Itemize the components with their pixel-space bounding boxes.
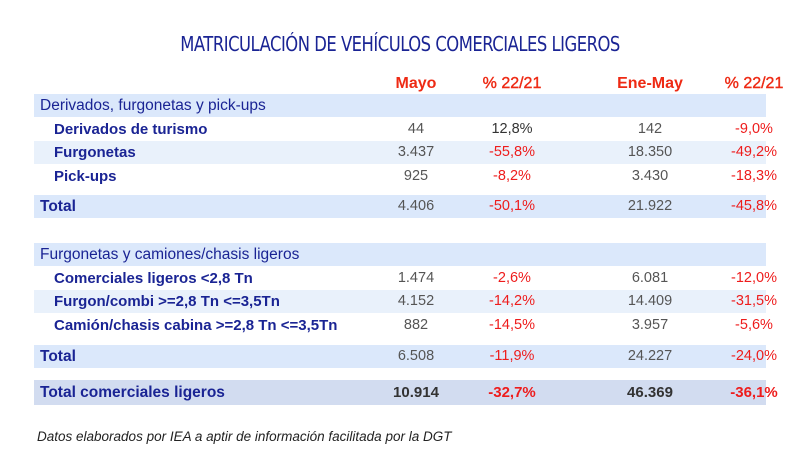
value-ene-may: 14.409 [627, 293, 673, 309]
total-row: Total 4.406 -50,1% 21.922 -45,8% [34, 195, 777, 218]
value-ene-may: 3.430 [631, 168, 669, 184]
total-row: Total 6.508 -11,9% 24.227 -24,0% [34, 345, 777, 368]
grand-total-row: Total comerciales ligeros 10.914 -32,7% … [34, 380, 778, 405]
value-pct-mayo: -14,5% [489, 317, 535, 333]
value-pct-ene-may: -12,0% [731, 270, 777, 286]
value-ene-may: 18.350 [627, 144, 673, 160]
page-title: MATRICULACIÓN DE VEHÍCULOS COMERCIALES L… [180, 32, 620, 56]
value-ene-may: 46.369 [627, 384, 673, 401]
table-row: Derivados de turismo 44 12,8% 142 -9,0% [34, 118, 773, 141]
column-header-row: Mayo % 22/21 Ene-May % 22/21 [34, 72, 784, 95]
value-pct-ene-may: -31,5% [731, 293, 777, 309]
value-pct-mayo: -8,2% [493, 168, 531, 184]
column-header-mayo: Mayo [395, 75, 437, 92]
value-pct-ene-may: -45,8% [731, 198, 777, 214]
value-ene-may: 21.922 [627, 198, 673, 214]
value-pct-mayo: -32,7% [488, 384, 536, 401]
value-pct-ene-may: -49,2% [731, 144, 777, 160]
value-pct-mayo: -55,8% [489, 144, 535, 160]
value-ene-may: 6.081 [631, 270, 669, 286]
value-mayo: 44 [407, 121, 425, 137]
source-note: Datos elaborados por IEA a aptir de info… [37, 429, 452, 444]
value-mayo: 4.406 [397, 198, 435, 214]
section-header: Furgonetas y camiones/chasis ligeros [34, 243, 766, 266]
value-pct-ene-may: -18,3% [731, 168, 777, 184]
value-mayo: 4.152 [397, 293, 435, 309]
section-label: Derivados, furgonetas y pick-ups [40, 97, 266, 114]
value-pct-mayo: -2,6% [493, 270, 531, 286]
total-label: Total [40, 198, 76, 215]
column-header-ene-may: Ene-May [617, 75, 683, 92]
total-label: Total [40, 348, 76, 365]
value-ene-may: 24.227 [627, 348, 673, 364]
value-pct-mayo: -50,1% [489, 198, 535, 214]
value-mayo: 882 [403, 317, 429, 333]
value-pct-ene-may: -36,1% [730, 384, 778, 401]
row-label: Camión/chasis cabina >=2,8 Tn <=3,5Tn [54, 317, 338, 334]
section-label: Furgonetas y camiones/chasis ligeros [40, 246, 300, 263]
row-label: Derivados de turismo [54, 121, 208, 138]
table-row: Pick-ups 925 -8,2% 3.430 -18,3% [34, 165, 777, 188]
row-label: Comerciales ligeros <2,8 Tn [54, 270, 253, 287]
row-label: Pick-ups [54, 168, 117, 185]
section-header: Derivados, furgonetas y pick-ups [34, 94, 766, 117]
table-row: Camión/chasis cabina >=2,8 Tn <=3,5Tn 88… [34, 314, 773, 337]
table-row: Comerciales ligeros <2,8 Tn 1.474 -2,6% … [34, 267, 777, 290]
grand-total-label: Total comerciales ligeros [40, 384, 225, 401]
value-mayo: 10.914 [393, 384, 439, 401]
value-mayo: 3.437 [397, 144, 435, 160]
value-pct-ene-may: -24,0% [731, 348, 777, 364]
value-mayo: 6.508 [397, 348, 435, 364]
row-label: Furgonetas [54, 144, 136, 161]
value-pct-ene-may: -9,0% [735, 121, 773, 137]
row-label: Furgon/combi >=2,8 Tn <=3,5Tn [54, 293, 280, 310]
table-row: Furgonetas 3.437 -55,8% 18.350 -49,2% [34, 141, 777, 164]
value-ene-may: 142 [637, 121, 663, 137]
value-mayo: 925 [403, 168, 429, 184]
value-pct-mayo: -11,9% [489, 348, 535, 364]
value-pct-ene-may: -5,6% [735, 317, 773, 333]
value-ene-may: 3.957 [631, 317, 669, 333]
value-mayo: 1.474 [397, 270, 435, 286]
value-pct-mayo: -14,2% [489, 293, 535, 309]
column-header-pct-ene-may: % 22/21 [724, 75, 784, 92]
column-header-pct-mayo: % 22/21 [482, 75, 542, 92]
value-pct-mayo: 12,8% [491, 121, 533, 137]
table-row: Furgon/combi >=2,8 Tn <=3,5Tn 4.152 -14,… [34, 290, 777, 313]
